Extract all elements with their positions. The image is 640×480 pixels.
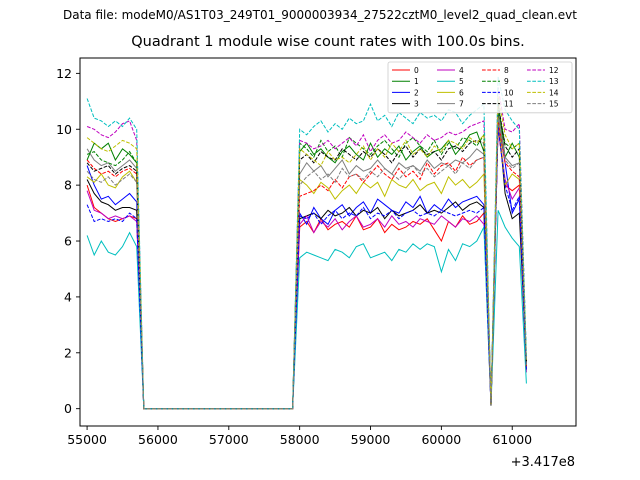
legend-label-0: 0	[414, 66, 419, 75]
legend-label-5: 5	[459, 77, 464, 86]
legend-label-15: 15	[549, 100, 559, 109]
legend-label-1: 1	[414, 77, 419, 86]
chart-title: Quadrant 1 module wise count rates with …	[131, 34, 525, 50]
legend-label-9: 9	[504, 77, 509, 86]
series-line-0	[86, 126, 527, 410]
series-line-5	[86, 210, 527, 410]
x-tick-label: 55000	[67, 432, 107, 447]
y-tick-label: 2	[64, 345, 72, 360]
y-axis: 0 2 4 6 8 10 12	[56, 66, 80, 416]
series-line-11	[86, 104, 527, 410]
suptitle: Data file: modeM0/AS1T03_249T01_90000039…	[63, 8, 577, 22]
x-tick-label: 56000	[138, 432, 178, 447]
y-tick-label: 6	[64, 234, 72, 249]
legend-label-6: 6	[459, 88, 464, 97]
series-line-13	[86, 76, 527, 410]
legend-label-10: 10	[504, 88, 514, 97]
x-axis: 55000 56000 57000 58000 59000 60000 61000	[67, 426, 532, 447]
x-tick-label: 59000	[351, 432, 391, 447]
series-line-3	[86, 115, 527, 410]
x-tick-label: 58000	[280, 432, 320, 447]
y-tick-label: 0	[64, 401, 72, 416]
x-offset-label: +3.417e8	[511, 455, 575, 470]
legend-label-7: 7	[459, 100, 464, 109]
legend-label-13: 13	[549, 77, 559, 86]
series-line-7	[86, 112, 527, 410]
series-lines	[86, 76, 527, 410]
legend-label-12: 12	[549, 66, 559, 75]
y-tick-label: 8	[64, 178, 72, 193]
series-line-2	[86, 120, 527, 410]
legend-label-2: 2	[414, 88, 419, 97]
series-line-15	[86, 118, 527, 410]
series-line-10	[86, 126, 527, 410]
legend-label-8: 8	[504, 66, 509, 75]
x-tick-label: 57000	[209, 432, 249, 447]
x-tick-label: 61000	[492, 432, 532, 447]
legend-box	[387, 61, 573, 114]
y-tick-label: 10	[56, 122, 72, 137]
legend-label-4: 4	[459, 66, 464, 75]
y-tick-label: 12	[56, 66, 72, 81]
legend-label-14: 14	[549, 88, 559, 97]
series-line-8	[86, 120, 527, 410]
x-tick-label: 60000	[421, 432, 461, 447]
plot-frame	[79, 57, 577, 427]
legend-label-3: 3	[414, 100, 419, 109]
legend-label-11: 11	[504, 100, 514, 109]
y-tick-label: 4	[64, 289, 72, 304]
